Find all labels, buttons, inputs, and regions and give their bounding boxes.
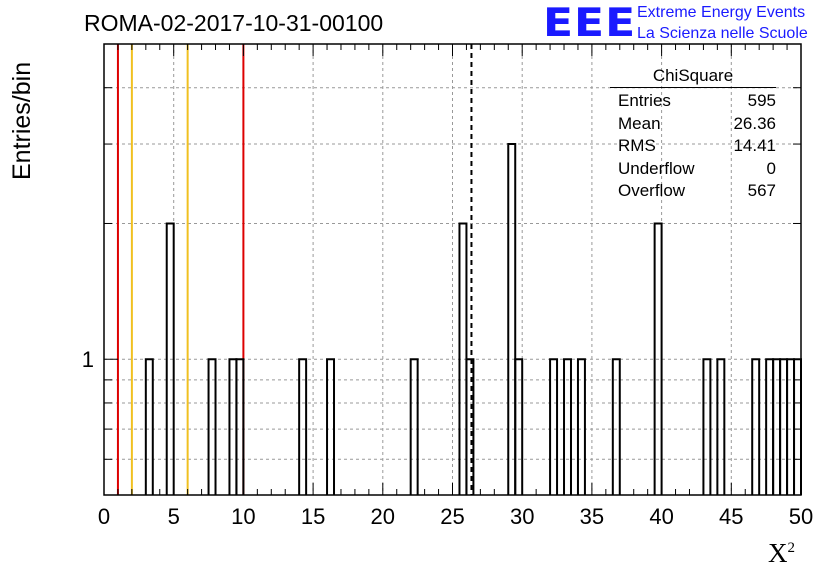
x-tick-label: 25: [440, 504, 464, 529]
stats-row-underflow: Underflow 0: [610, 158, 776, 181]
x-tick-label: 40: [649, 504, 673, 529]
axis-layer: 0 5 10 15 20 25 30 35 40 45 50 1: [82, 43, 813, 529]
histogram-layer: [144, 143, 802, 495]
x-tick-label: 0: [98, 504, 110, 529]
x-tick-label: 5: [168, 504, 180, 529]
chart-title: ROMA-02-2017-10-31-00100: [84, 10, 384, 36]
stats-row-overflow: Overflow 567: [610, 180, 776, 203]
y-axis-label: Entries/bin: [8, 61, 36, 180]
histogram-bar: [611, 358, 621, 495]
stats-label: Entries: [618, 91, 671, 110]
stats-box: ChiSquare Entries 595 Mean 26.36 RMS 14.41 …: [610, 66, 776, 203]
stats-label: Mean: [618, 113, 661, 133]
x-axis-label-sup: 2: [787, 540, 796, 556]
stats-label: Overflow: [618, 181, 686, 201]
stats-value: 14.41: [733, 136, 776, 156]
stats-row-rms: RMS 14.41: [610, 135, 776, 158]
x-tick-label: 45: [719, 504, 743, 529]
stats-value: 595: [747, 91, 776, 110]
logo-line-2: La Scienza nelle Scuole: [637, 25, 808, 42]
stats-row-entries: Entries 595: [610, 90, 776, 113]
histogram-bar: [514, 358, 524, 495]
stats-row-mean: Mean 26.36: [610, 113, 776, 136]
x-tick-label: 10: [231, 504, 255, 529]
histogram-bar: [507, 143, 517, 495]
stats-value: 26.36: [733, 113, 776, 133]
x-tick-label: 50: [789, 504, 813, 529]
histogram-bar: [465, 358, 475, 495]
stats-title: ChiSquare: [610, 66, 776, 88]
x-tick-label: 15: [301, 504, 325, 529]
histogram-bar: [563, 358, 572, 495]
grid-layer: [104, 44, 801, 495]
stats-label: RMS: [618, 136, 656, 156]
eee-logo: EEE: [543, 0, 637, 46]
histogram-bar: [165, 222, 175, 495]
histogram-bar: [549, 358, 559, 495]
histogram-bar: [409, 358, 419, 495]
x-tick-label: 30: [510, 504, 534, 529]
stats-label: Underflow: [618, 158, 695, 178]
y-tick-label: 1: [82, 347, 94, 372]
logo-line-1: Extreme Energy Events: [637, 4, 806, 21]
x-axis-label: X2: [768, 538, 795, 569]
histogram-bar: [653, 222, 663, 495]
histogram-bar: [702, 358, 712, 495]
histogram-bar: [326, 358, 336, 495]
x-tick-label: 35: [580, 504, 604, 529]
x-axis-label-main: X: [768, 538, 788, 568]
histogram-bar: [207, 358, 217, 495]
stats-value: 567: [747, 181, 776, 201]
histogram-bar: [144, 358, 154, 495]
histogram-bar: [235, 358, 245, 495]
histogram-bar: [298, 358, 308, 495]
x-tick-label: 20: [371, 504, 395, 529]
histogram-bar: [716, 358, 726, 495]
histogram-bar: [751, 358, 761, 495]
stats-value: 0: [766, 158, 776, 178]
histogram-bar: [576, 358, 586, 495]
